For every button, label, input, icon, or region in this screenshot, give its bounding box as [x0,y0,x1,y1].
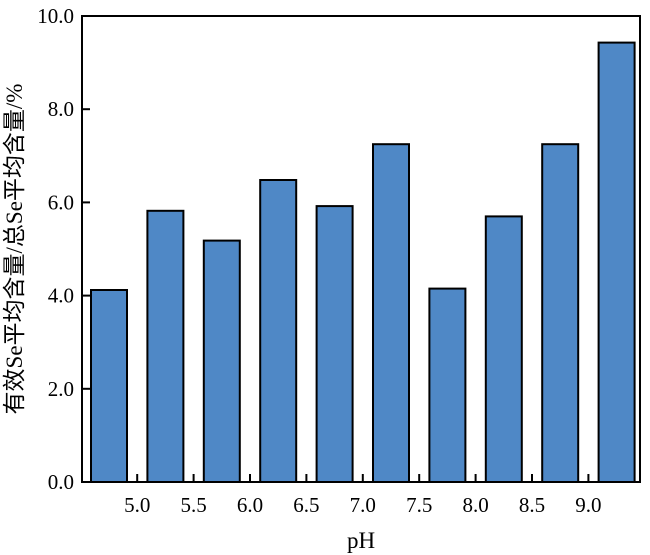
y-tick-label: 6.0 [48,190,74,214]
y-axis: 0.0 2.0 4.0 6.0 8.0 10.0 [37,4,90,494]
x-tick-label: 5.5 [180,493,206,517]
y-tick-label: 8.0 [48,97,74,121]
x-tick-label: 9.0 [575,493,601,517]
y-axis-title: 有效Se平均含量/总Se平均含量/% [2,84,27,415]
x-tick-label: 7.5 [406,493,432,517]
x-tick-label: 5.0 [124,493,150,517]
x-tick-label: 6.5 [293,493,319,517]
plot-frame [81,15,641,483]
x-axis: 5.0 5.5 6.0 6.5 7.0 7.5 8.0 8.5 9.0 [124,474,602,517]
bar [146,209,185,484]
y-tick-label: 2.0 [48,377,74,401]
x-tick-label: 8.0 [462,493,488,517]
bar [541,143,580,483]
bar [597,41,636,483]
bar [315,205,354,483]
y-tick-label: 4.0 [48,284,74,308]
bars-group [90,41,636,484]
x-tick-label: 8.5 [519,493,545,517]
x-axis-title: pH [347,528,375,553]
bar [90,289,128,483]
y-tick-label: 0.0 [48,470,74,494]
x-tick-label: 6.0 [237,493,263,517]
bar [202,239,241,483]
bar [428,287,467,483]
bar [259,179,298,483]
bar [484,215,523,483]
y-tick-label: 10.0 [37,4,74,28]
bar [372,143,410,483]
x-tick-label: 7.0 [350,493,376,517]
